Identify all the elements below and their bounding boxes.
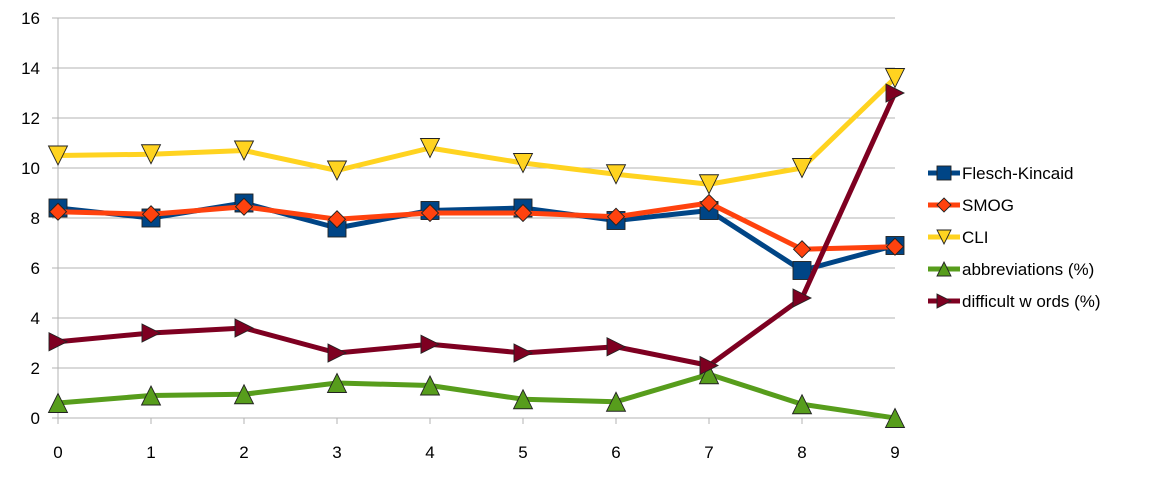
series-abbreviations — [47, 363, 906, 428]
data-point — [233, 140, 255, 162]
data-point — [48, 202, 68, 221]
data-point — [140, 144, 162, 165]
x-tick-label: 8 — [797, 443, 806, 462]
data-point — [48, 332, 69, 352]
data-point — [513, 343, 534, 363]
y-tick-label: 6 — [31, 259, 40, 278]
legend-label: abbreviations (%) — [962, 260, 1094, 279]
data-point — [327, 210, 347, 229]
data-point — [419, 374, 441, 396]
data-point — [326, 160, 348, 182]
data-point — [884, 68, 906, 89]
data-point — [605, 164, 627, 185]
data-point — [234, 197, 254, 216]
data-point — [47, 145, 69, 167]
x-tick-label: 1 — [146, 443, 155, 462]
x-tick-label: 2 — [239, 443, 248, 462]
legend-item-difficult-w-ords: difficult w ords (%) — [928, 292, 1101, 311]
x-tick-label: 6 — [611, 443, 620, 462]
data-point — [512, 153, 534, 174]
legend-label: CLI — [962, 228, 988, 247]
y-tick-label: 4 — [31, 309, 40, 328]
x-tick-label: 7 — [704, 443, 713, 462]
data-point — [606, 207, 626, 226]
legend-marker — [936, 293, 953, 309]
data-point — [141, 323, 162, 343]
data-point — [140, 384, 162, 406]
data-point — [420, 334, 441, 354]
data-point — [885, 237, 905, 256]
data-point — [791, 393, 813, 415]
series-line-abbreviations — [57, 371, 896, 421]
data-point — [698, 363, 720, 385]
data-point — [420, 203, 440, 223]
data-point — [513, 203, 533, 223]
y-tick-label: 16 — [21, 9, 40, 28]
data-point — [419, 138, 441, 159]
x-tick-label: 4 — [425, 443, 434, 462]
legend-item-smog: SMOG — [928, 196, 1014, 215]
x-tick-label: 5 — [518, 443, 527, 462]
x-tick-label: 9 — [890, 443, 899, 462]
series-line-difficult-w-ords — [57, 91, 898, 368]
series-line-cli — [57, 76, 897, 187]
data-point — [698, 174, 720, 195]
legend: Flesch-Kincaid SMOG CLI abbreviations (%) di… — [928, 164, 1101, 311]
data-point — [792, 261, 812, 280]
y-tick-label: 14 — [21, 59, 40, 78]
data-point — [233, 383, 255, 405]
data-point — [606, 337, 627, 357]
data-point — [605, 391, 627, 412]
series-line-smog — [57, 200, 896, 252]
x-tick-label: 0 — [53, 443, 62, 462]
series-difficult-w-ords — [48, 83, 906, 376]
grid-lines — [58, 17, 895, 419]
data-point — [326, 372, 348, 393]
data-point — [791, 158, 813, 179]
data-point — [792, 288, 813, 308]
legend-marker — [936, 260, 952, 277]
data-point — [792, 240, 812, 259]
legend-item-abbreviations: abbreviations (%) — [928, 260, 1094, 279]
legend-item-cli: CLI — [928, 228, 988, 247]
data-point — [327, 343, 348, 363]
axes — [52, 17, 896, 424]
data-point — [47, 392, 69, 413]
x-tick-label: 3 — [332, 443, 341, 462]
legend-marker — [936, 229, 952, 246]
legend-marker — [936, 197, 952, 213]
legend-label: difficult w ords (%) — [962, 292, 1101, 311]
data-point — [234, 318, 255, 338]
y-tick-label: 0 — [31, 409, 40, 428]
series-group — [47, 68, 906, 428]
legend-marker — [936, 165, 952, 181]
data-point — [699, 355, 720, 376]
legend-label: SMOG — [962, 196, 1014, 215]
series-cli — [47, 68, 906, 195]
series-smog — [48, 193, 905, 259]
data-point — [884, 407, 906, 428]
data-point — [885, 83, 906, 103]
y-tick-label: 2 — [31, 359, 40, 378]
legend-item-flesch-kincaid: Flesch-Kincaid — [928, 164, 1074, 183]
legend-label: Flesch-Kincaid — [962, 164, 1074, 183]
y-tick-label: 12 — [21, 109, 40, 128]
y-tick-label: 10 — [21, 159, 40, 178]
data-point — [699, 193, 719, 213]
data-point — [512, 388, 534, 410]
y-tick-label: 8 — [31, 209, 40, 228]
data-point — [141, 205, 161, 224]
